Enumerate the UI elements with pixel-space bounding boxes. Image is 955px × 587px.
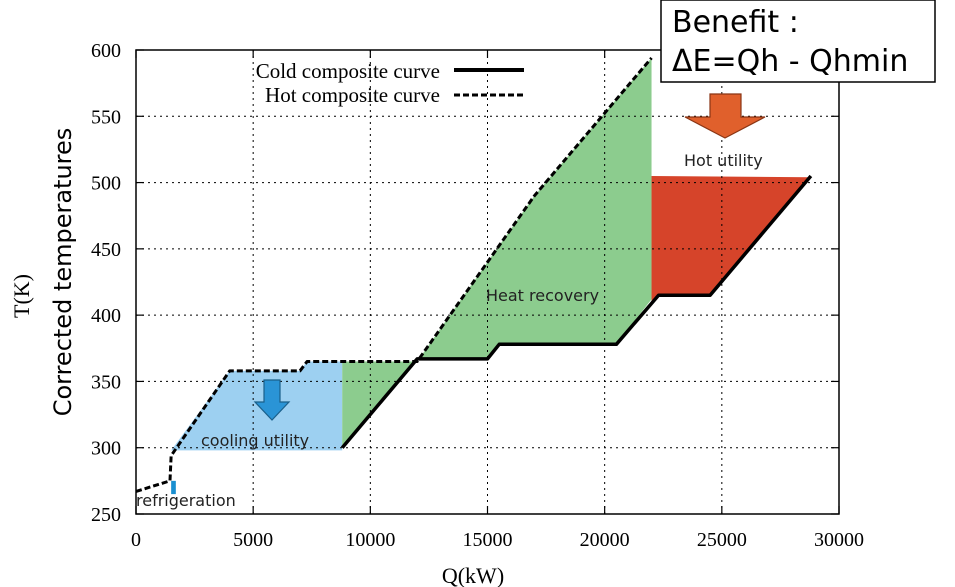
y-tick-label-300: 300 [91, 438, 121, 460]
x-axis-title: Q(kW) [442, 563, 504, 587]
y-axis-title-tk: T(K) [9, 274, 34, 318]
x-tick-label-0: 0 [131, 529, 141, 551]
benefit-box-border [660, 0, 936, 83]
legend: Cold composite curve Hot composite curve [256, 59, 524, 107]
cooling-utility-label: cooling utility [201, 431, 309, 450]
x-tick-label-30000: 30000 [814, 529, 864, 551]
benefit-box: Benefit : ΔE=Qh - Qhmin [660, 0, 936, 83]
x-axis-ticks: 0 5000 10000 15000 20000 25000 30000 [131, 50, 864, 551]
x-tick-label-15000: 15000 [463, 529, 513, 551]
region-hot-utility [651, 175, 811, 302]
cooling-arrow-icon [253, 379, 291, 421]
y-tick-label-600: 600 [91, 40, 121, 62]
region-cooling-utility [171, 361, 343, 451]
legend-hot-label: Hot composite curve [265, 83, 440, 107]
y-tick-label-350: 350 [91, 371, 121, 393]
shaded-regions [171, 57, 811, 495]
hot-utility-label: Hot utility [684, 151, 763, 170]
y-tick-label-450: 450 [91, 239, 121, 261]
y-tick-label-250: 250 [91, 504, 121, 526]
x-tick-label-25000: 25000 [697, 529, 747, 551]
x-tick-label-5000: 5000 [233, 529, 273, 551]
hot-utility-arrow-icon [684, 93, 766, 139]
region-refrigeration [171, 480, 176, 495]
x-tick-label-10000: 10000 [345, 529, 395, 551]
region-heat-recovery [342, 57, 652, 448]
y-tick-label-550: 550 [91, 106, 121, 128]
cold-composite-curve [340, 174, 813, 449]
y-tick-label-400: 400 [91, 305, 121, 327]
legend-cold-label: Cold composite curve [256, 59, 440, 83]
heat-recovery-label: Heat recovery [486, 286, 599, 305]
y-tick-label-500: 500 [91, 173, 121, 195]
series-lines [135, 56, 813, 493]
hot-composite-curve [135, 56, 653, 493]
refrigeration-label: refrigeration [136, 491, 236, 510]
arrows [253, 93, 766, 421]
y-axis-ticks: 250 300 350 400 450 500 550 600 [91, 40, 839, 526]
x-tick-label-20000: 20000 [580, 529, 630, 551]
y-axis-title-corrected: Corrected temperatures [49, 128, 77, 417]
benefit-line-2: ΔE=Qh - Qhmin [672, 44, 908, 79]
benefit-line-1: Benefit : [672, 5, 799, 40]
